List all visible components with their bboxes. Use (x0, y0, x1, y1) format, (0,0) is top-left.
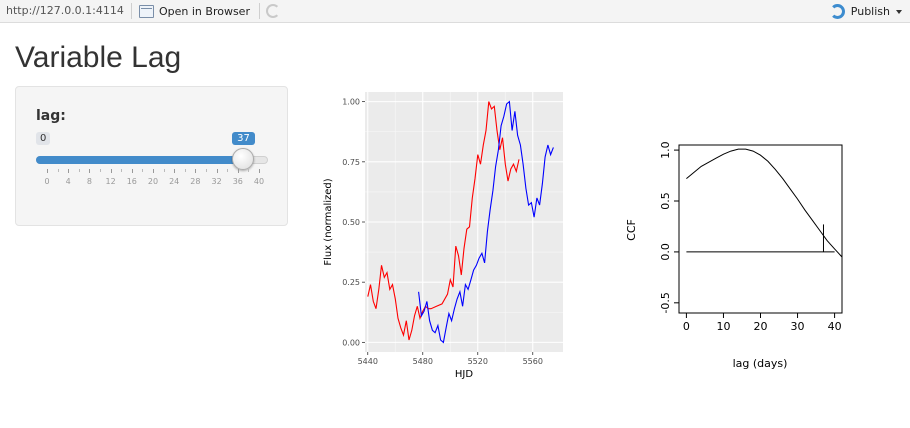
slider-label: lag: (36, 108, 66, 124)
slider-tick-label: 36 (232, 177, 243, 186)
slider-tick-label: 32 (211, 177, 222, 186)
ccf-x-tick-label: 40 (828, 320, 842, 333)
slider-min-badge: 0 (36, 132, 51, 145)
ccf-y-tick-label: 0.0 (659, 243, 672, 261)
slider-tick-label: 40 (253, 177, 265, 186)
ccf-plot-box (678, 144, 843, 314)
ccf-tick-labels: 0 10 20 30 40 -0.5 0.0 0.5 1.0 (659, 141, 842, 333)
slider-grid: 0 4 8 12 16 20 24 28 32 36 40 (16, 169, 289, 189)
slider-tick-label: 12 (105, 177, 116, 186)
flux-x-axis-label: HJD (455, 369, 473, 380)
slider-tick (100, 169, 101, 172)
slider-tick-label: 8 (86, 177, 92, 186)
refresh-icon[interactable] (266, 4, 280, 18)
flux-series-line-2 (418, 100, 554, 344)
slider-tick-label: 28 (190, 177, 201, 186)
ccf-curve (686, 148, 843, 258)
slider-bar[interactable] (36, 156, 244, 164)
flux-gridlines (365, 92, 563, 352)
slider-tick (153, 169, 154, 173)
publish-button[interactable]: Publish (829, 3, 902, 20)
slider-tick (68, 169, 70, 173)
publish-label: Publish (850, 5, 890, 18)
slider-tick (195, 169, 197, 173)
slider-handle[interactable] (232, 148, 255, 170)
slider-tick (89, 169, 91, 173)
slider-tick (121, 169, 123, 172)
flux-y-tick-label: 0.75 (342, 158, 360, 167)
flux-series-line-1 (367, 101, 520, 341)
flux-y-tick-label: 0.25 (342, 278, 360, 287)
browser-window-icon (139, 5, 154, 18)
open-in-browser-label: Open in Browser (159, 5, 250, 18)
slider-tick (174, 169, 176, 173)
slider-tick (131, 169, 133, 173)
slider-tick (227, 169, 229, 172)
slider-tick (163, 169, 165, 172)
ccf-y-tick-label: 0.5 (659, 192, 672, 210)
flux-y-axis-label: Flux (normalized) (323, 178, 334, 265)
ccf-x-axis-label: lag (days) (733, 357, 788, 370)
toolbar-divider (131, 3, 132, 19)
slider-tick (110, 169, 112, 173)
slider-tick (78, 169, 80, 172)
flux-y-tick-label: 1.00 (342, 98, 360, 107)
url-label: http://127.0.0.1:4114 (6, 4, 124, 17)
slider-value-badge: 37 (232, 132, 255, 145)
viewer-toolbar: http://127.0.0.1:4114 Open in Browser Pu… (0, 0, 910, 23)
flux-series-group (367, 100, 554, 344)
slider-tick-label: 16 (126, 177, 137, 186)
ccf-y-tick-label: 1.0 (659, 141, 672, 159)
flux-y-tick-label: 0.50 (342, 218, 360, 227)
ccf-y-tick-label: -0.5 (659, 292, 672, 313)
slider-tick (57, 169, 59, 172)
slider-tick-label: 24 (169, 177, 180, 186)
sidebar-panel: lag: 0 37 0 4 8 12 16 20 24 28 32 36 40 (15, 86, 288, 226)
ccf-x-tick-label: 0 (683, 320, 690, 333)
slider-tick-label: 4 (65, 177, 71, 186)
chevron-down-icon[interactable] (896, 9, 902, 14)
flux-x-tick-label: 5520 (468, 357, 488, 366)
slider-tick (142, 169, 144, 172)
slider-tick-label: 0 (44, 177, 50, 186)
slider-tick (184, 169, 186, 172)
toolbar-divider (259, 3, 260, 19)
open-in-browser-button[interactable]: Open in Browser (139, 3, 250, 20)
flux-tick-labels: 0.00 0.25 0.50 0.75 1.00 5440 5480 5520 5560 (342, 98, 543, 366)
slider-tick (259, 169, 260, 173)
ccf-x-tick-label: 10 (716, 320, 730, 333)
slider-tick (47, 169, 48, 173)
flux-chart: 0.00 0.25 0.50 0.75 1.00 5440 5480 5520 5560 HJD… (323, 92, 563, 380)
flux-x-tick-label: 5480 (413, 357, 433, 366)
slider-tick-label: 20 (147, 177, 159, 186)
ccf-chart: 0 10 20 30 40 -0.5 0.0 0.5 1.0 lag (days) CCF (625, 141, 843, 370)
ccf-lines-group (686, 148, 843, 258)
slider-tick (216, 169, 218, 173)
flux-y-tick-label: 0.00 (342, 338, 360, 347)
ccf-y-axis-label: CCF (625, 219, 638, 241)
flux-x-tick-label: 5560 (523, 357, 543, 366)
ccf-x-tick-label: 30 (791, 320, 805, 333)
slider-tick (248, 169, 250, 172)
slider-tick (237, 169, 239, 173)
page-title: Variable Lag (15, 41, 182, 74)
flux-x-tick-label: 5440 (358, 357, 378, 366)
slider-tick (206, 169, 207, 172)
ccf-x-tick-label: 20 (754, 320, 768, 333)
publish-icon (829, 4, 845, 19)
